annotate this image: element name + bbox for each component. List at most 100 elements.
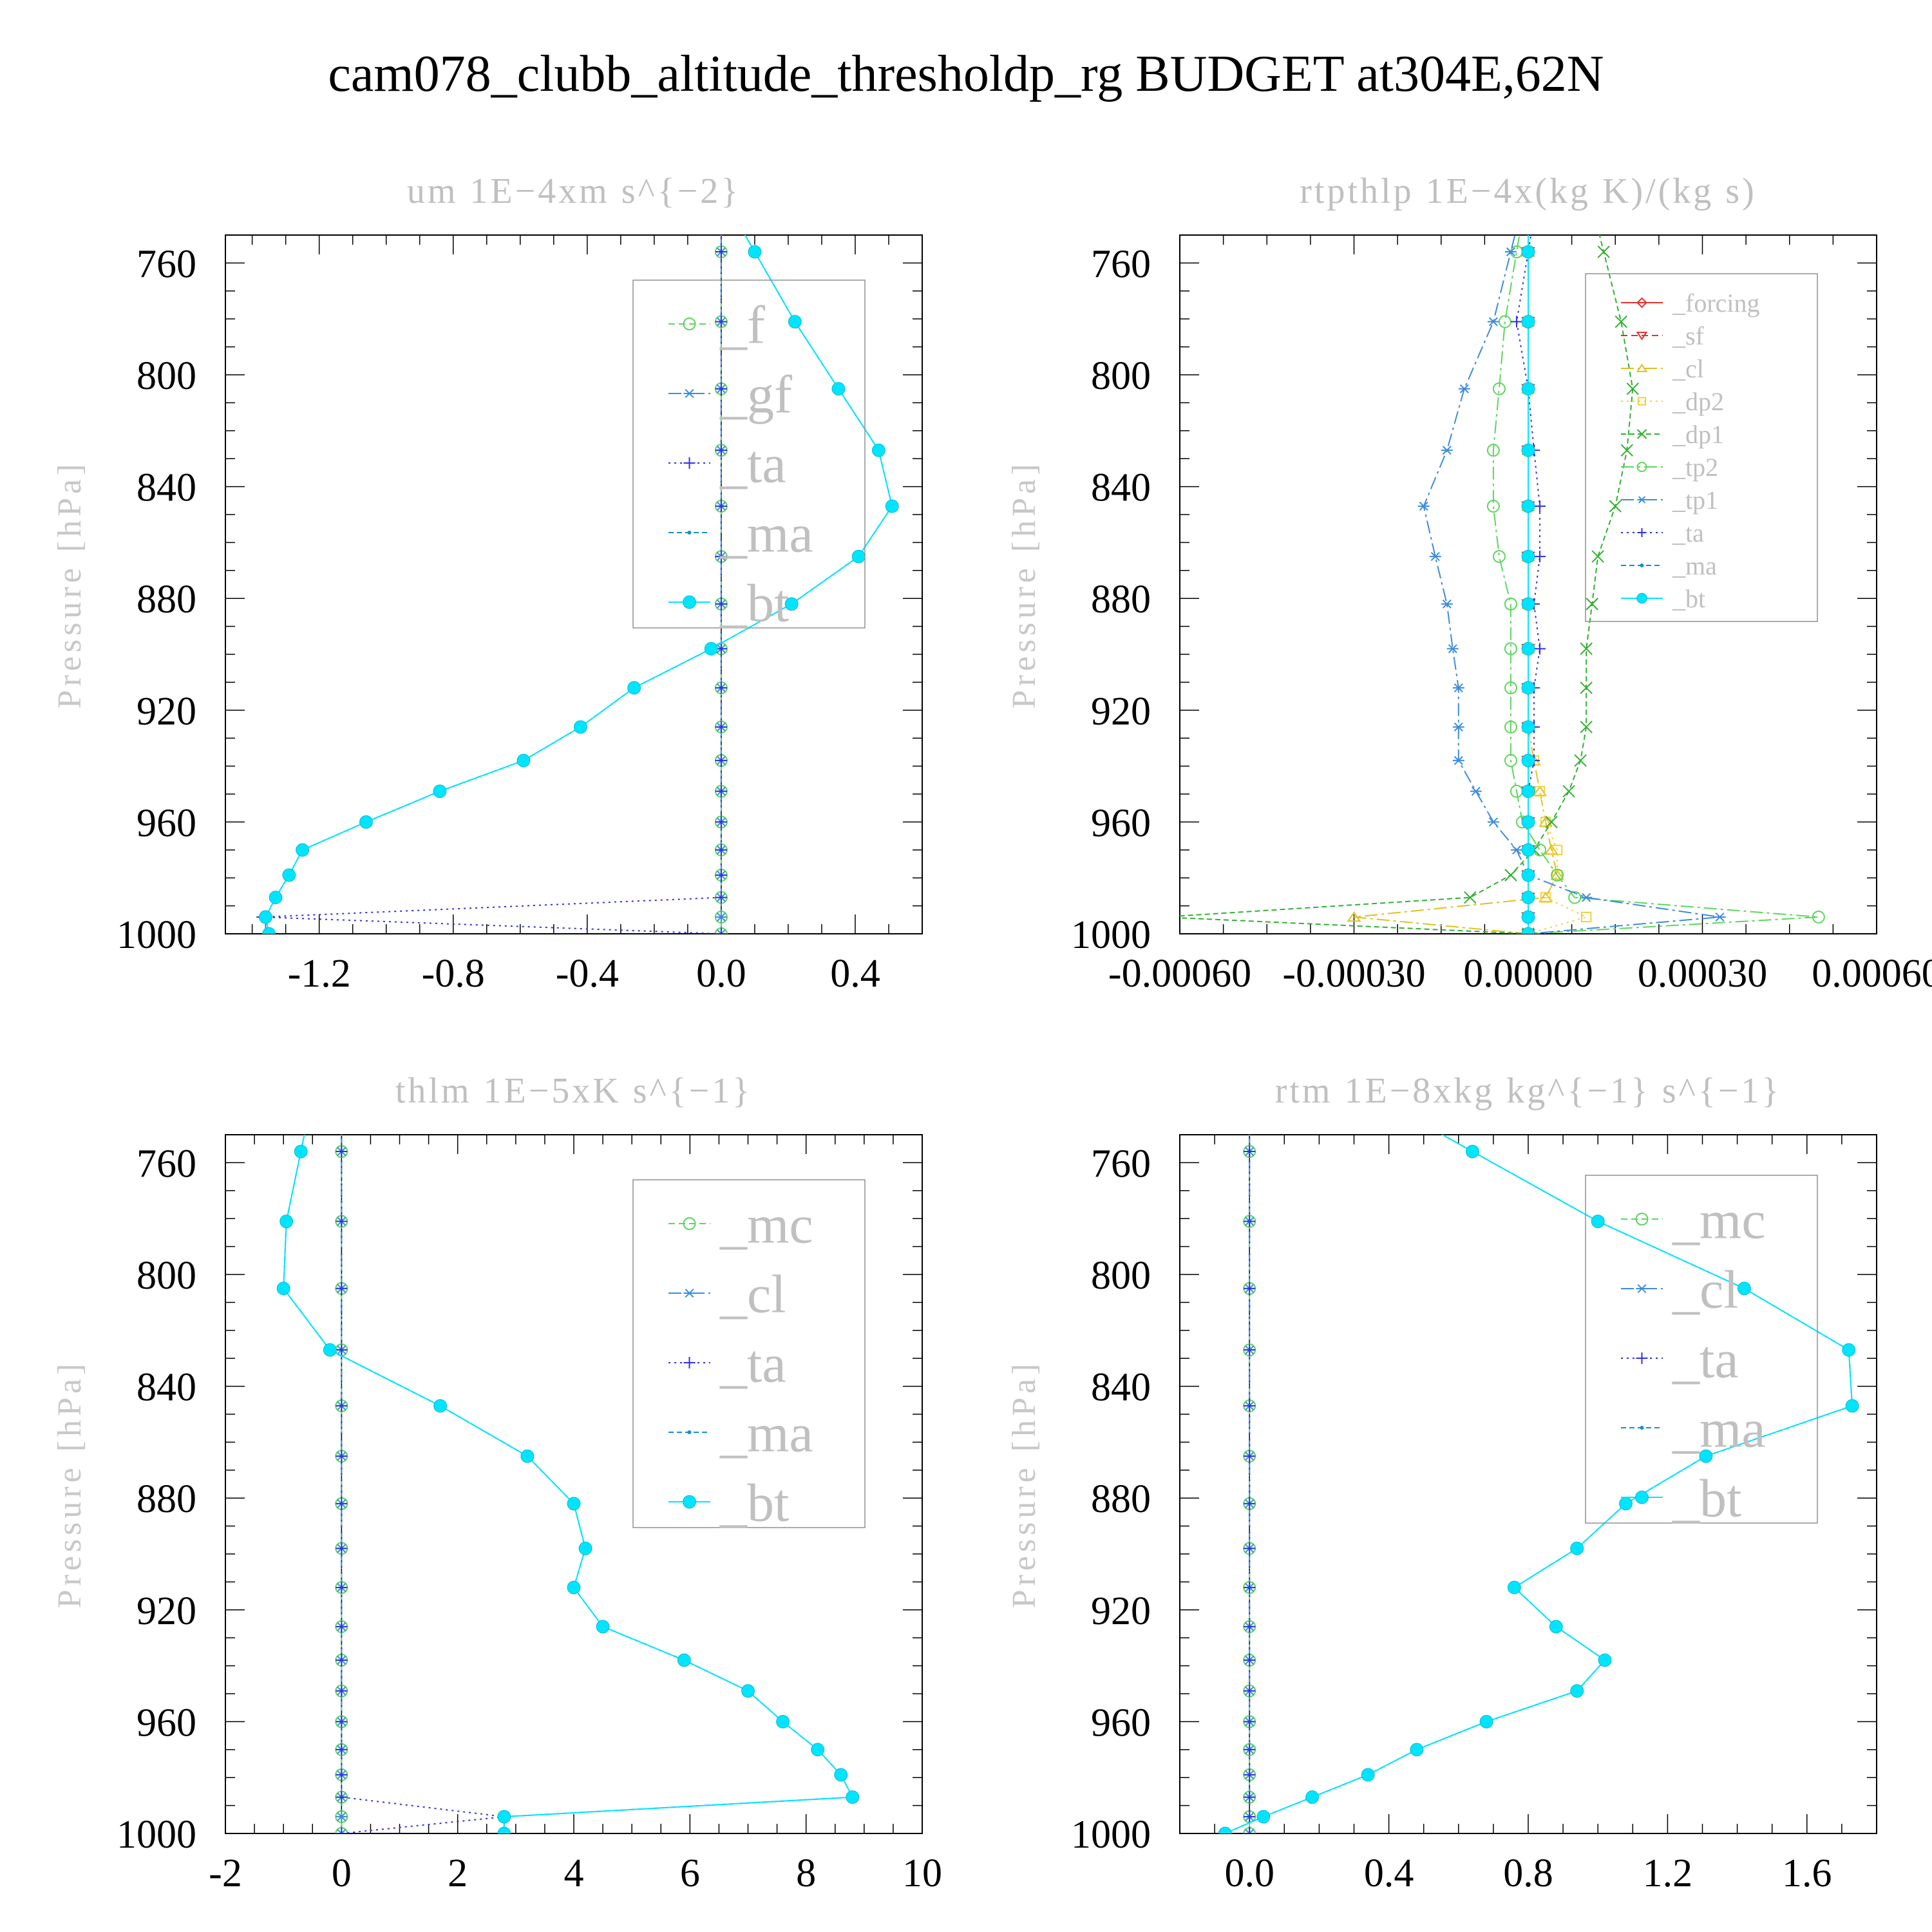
data-point (1244, 1146, 1256, 1158)
legend-marker (1636, 332, 1648, 341)
legend-label: _forcing (1672, 289, 1760, 317)
y-tick-label: 960 (1091, 1701, 1151, 1745)
legend-marker (687, 1430, 692, 1434)
plot-area (276, 1135, 860, 1833)
data-point (1410, 1743, 1424, 1757)
data-point (1580, 721, 1593, 734)
y-tick-label: 800 (137, 354, 196, 398)
x-tick-label: -1.2 (288, 952, 351, 996)
data-point (1580, 893, 1593, 902)
legend: _mc _cl _ta _ma _bt (1585, 1175, 1818, 1528)
data-point (715, 383, 727, 395)
legend-marker (683, 457, 696, 469)
y-tick-label: 840 (137, 1366, 196, 1410)
data-point (1504, 247, 1517, 257)
panel-title: rtm 1E−8xkg kg^{−1} s^{−1} (1275, 1071, 1782, 1111)
y-tick-label: 880 (137, 578, 196, 621)
data-point (1244, 1654, 1256, 1666)
data-point (323, 1343, 337, 1357)
legend-label: _mc (1672, 1190, 1766, 1250)
figure-title: cam078_clubb_altitude_thresholdp_rg BUDG… (328, 46, 1604, 102)
data-point (1492, 382, 1506, 395)
data-point (1562, 784, 1575, 798)
data-point (1305, 1790, 1319, 1804)
panel-title: thlm 1E−5xK s^{−1} (395, 1071, 752, 1111)
data-point (715, 316, 727, 328)
data-point (596, 1620, 610, 1634)
data-point (677, 1653, 691, 1667)
data-point (1452, 683, 1464, 693)
x-tick-label: 10 (902, 1852, 942, 1895)
y-tick-label: 880 (1091, 1477, 1151, 1521)
data-point (1551, 844, 1563, 855)
panel-title: um 1E−4xm s^{−2} (407, 171, 741, 211)
plot-area (1218, 1135, 1859, 1833)
legend-label: _dp1 (1672, 420, 1724, 449)
data-point (1347, 911, 1361, 922)
data-point (282, 868, 296, 882)
data-point (574, 720, 587, 734)
series-line (1528, 235, 1588, 934)
data-point (715, 500, 727, 512)
data-point (1244, 1620, 1256, 1633)
data-point (1534, 643, 1546, 655)
data-point (715, 891, 727, 904)
data-point (1597, 245, 1610, 258)
data-point (1507, 1580, 1521, 1595)
x-tick-label: 0.8 (1503, 1852, 1553, 1895)
data-point (296, 843, 310, 857)
data-point (776, 1715, 790, 1728)
panel-title: rtpthlp 1E−4x(kg K)/(kg s) (1300, 171, 1757, 211)
panel-2: rtpthlp 1E−4x(kg K)/(kg s) Pressure [hPa]… (1006, 171, 1932, 996)
y-tick-label: 760 (1091, 242, 1151, 286)
plot-area (1180, 235, 1825, 934)
data-point (1244, 1215, 1256, 1227)
legend-label: _bt (1672, 584, 1705, 613)
data-point (1626, 382, 1640, 395)
data-point (1452, 755, 1464, 765)
data-point (1504, 681, 1517, 695)
data-point (1540, 892, 1551, 903)
data-point (336, 1743, 348, 1756)
legend-marker (683, 1495, 696, 1509)
legend-marker (687, 531, 692, 535)
data-point (788, 315, 802, 328)
y-tick-label: 920 (1091, 690, 1151, 734)
x-tick-label: 0.0 (696, 952, 746, 996)
series-line (1492, 235, 1819, 934)
data-point (1521, 843, 1535, 857)
legend-marker (1636, 363, 1648, 372)
data-point (269, 891, 283, 904)
series-markers (336, 1146, 510, 1833)
data-point (1498, 315, 1511, 328)
legend-marker (1637, 496, 1647, 504)
data-point (497, 1810, 511, 1824)
panel-3: thlm 1E−5xK s^{−1}Pressure [hPa]76080084… (52, 1071, 942, 1895)
data-point (1534, 551, 1546, 563)
data-point (1699, 1449, 1713, 1463)
y-tick-label: 960 (137, 801, 196, 845)
data-point (715, 912, 727, 922)
data-point (1504, 753, 1517, 767)
x-tick-label: 0.00030 (1638, 952, 1768, 996)
data-point (1244, 1791, 1256, 1803)
legend-marker (1637, 397, 1647, 406)
data-point (1521, 910, 1535, 924)
data-point (336, 1828, 348, 1833)
data-point (567, 1580, 581, 1595)
data-point (1521, 549, 1535, 564)
x-tick-label: -0.00030 (1282, 952, 1425, 996)
y-tick-label: 880 (1091, 578, 1151, 621)
data-point (336, 1344, 348, 1356)
data-point (1615, 315, 1627, 328)
data-point (715, 816, 727, 828)
data-point (279, 1215, 294, 1228)
data-point (1521, 868, 1535, 882)
data-point (336, 1582, 348, 1594)
x-tick-label: -0.8 (422, 952, 485, 996)
data-point (1586, 598, 1598, 611)
legend-marker (1636, 462, 1647, 472)
data-point (784, 597, 799, 611)
data-point (1441, 599, 1453, 609)
data-point (433, 1399, 448, 1413)
